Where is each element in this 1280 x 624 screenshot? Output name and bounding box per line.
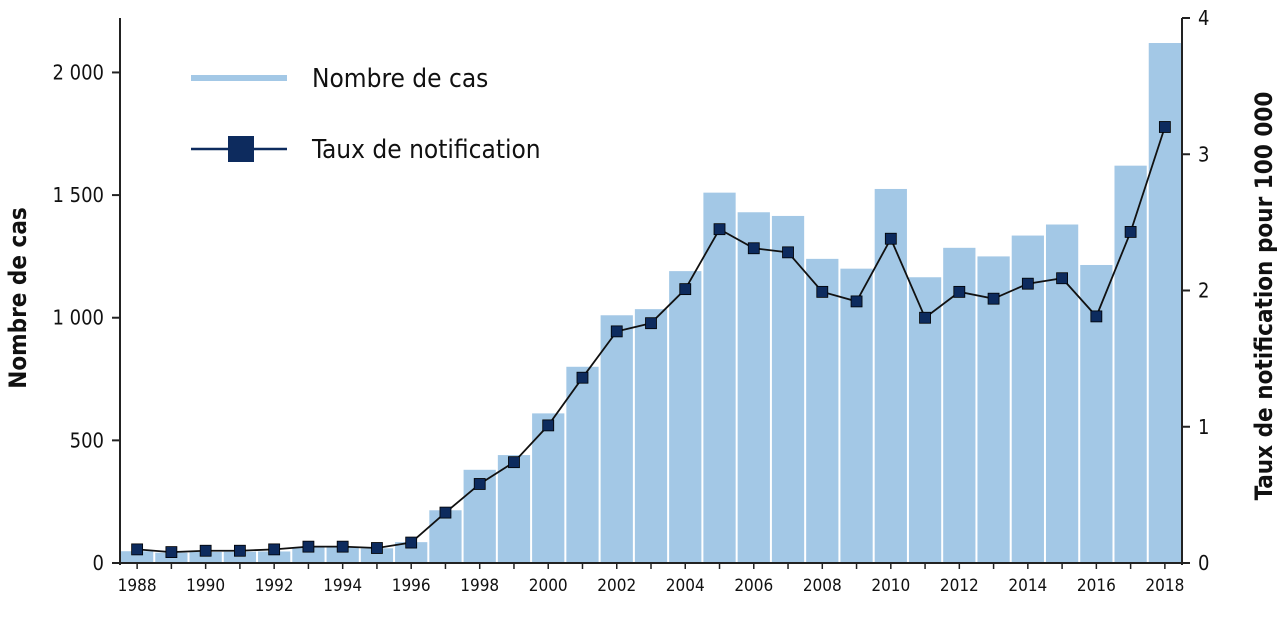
rate-point-1989: [165, 546, 178, 558]
y-tick-label-left: 500: [70, 428, 104, 452]
bar-2004: [669, 271, 702, 563]
x-tick-label: 2012: [940, 576, 979, 596]
x-tick-label: 2000: [529, 576, 568, 596]
rate-point-2012: [953, 285, 966, 298]
rate-point-1990: [199, 544, 212, 557]
x-tick-label: 1992: [255, 576, 294, 596]
bar-2013: [977, 256, 1010, 563]
rate-point-2000: [542, 419, 555, 432]
y-tick-label-left: 1 500: [53, 183, 105, 207]
bar-1992: [258, 551, 291, 563]
rate-point-2006: [747, 242, 760, 255]
bar-2007: [771, 215, 805, 563]
rate-point-1999: [508, 456, 520, 469]
rate-point-2016: [1090, 310, 1103, 323]
x-tick-label: 2004: [666, 576, 705, 596]
x-tick-label: 1996: [392, 576, 431, 596]
bar-2014: [1011, 235, 1044, 563]
x-tick-label: 2008: [803, 576, 842, 596]
rate-point-1994: [336, 540, 349, 553]
x-tick-label: 1988: [118, 576, 157, 596]
y-tick-label-right: 4: [1198, 6, 1209, 30]
rate-point-1995: [371, 542, 383, 554]
rate-point-2005: [713, 223, 726, 236]
y-tick-label-right: 1: [1198, 415, 1209, 439]
bar-1995: [360, 548, 394, 563]
x-tick-label: 1998: [460, 576, 499, 596]
x-tick-label: 2018: [1145, 576, 1184, 596]
bar-2011: [908, 277, 942, 563]
rate-point-1998: [473, 478, 486, 490]
bar-1990: [189, 551, 222, 563]
bar-2016: [1080, 264, 1113, 563]
line-series: [131, 121, 1171, 558]
bar-2003: [634, 309, 668, 563]
rate-point-2015: [1056, 272, 1068, 285]
y-tick-label-right: 0: [1198, 551, 1209, 575]
bar-1991: [223, 551, 257, 563]
bar-2002: [600, 315, 633, 563]
rate-point-1992: [268, 543, 281, 556]
rate-point-2004: [679, 283, 692, 296]
tick-labels: 0 500 1 000 1 500 2 000 0 1 2 3 4 1988 1990 1992 1994…: [53, 6, 1210, 596]
bar-2000: [532, 413, 565, 563]
y-axis-title-left: Nombre de cas: [4, 207, 32, 389]
rate-point-2018: [1158, 121, 1171, 133]
x-tick-label: 2010: [871, 576, 910, 596]
legend: Nombre de cas Taux de notification: [191, 64, 541, 165]
y-tick-label-left: 2 000: [53, 60, 105, 84]
bar-1996: [395, 542, 428, 563]
bar-1999: [497, 455, 531, 563]
x-tick-label: 2014: [1008, 576, 1047, 596]
x-tick-label: 1994: [323, 576, 362, 596]
rate-point-2009: [850, 295, 863, 308]
rate-point-2007: [782, 246, 794, 259]
rate-point-2003: [645, 317, 657, 330]
y-tick-label-right: 2: [1198, 279, 1209, 303]
legend-label-cases: Nombre de cas: [312, 64, 488, 94]
rate-point-2017: [1124, 226, 1137, 238]
bar-2008: [806, 258, 839, 563]
y-tick-label-left: 1 000: [53, 306, 105, 330]
rate-point-1996: [405, 536, 418, 549]
rate-point-1997: [439, 506, 452, 519]
bar-1993: [292, 547, 325, 563]
rate-point-1988: [131, 543, 144, 556]
bar-1988: [121, 551, 154, 563]
rate-point-2002: [610, 325, 623, 338]
rate-point-2001: [576, 371, 589, 384]
rate-point-2013: [987, 292, 1000, 305]
rate-point-2010: [884, 232, 897, 245]
axes: [112, 17, 1190, 569]
bar-2006: [737, 212, 770, 563]
x-tick-label: 2016: [1077, 576, 1116, 596]
y-axis-title-right: Taux de notification pour 100 000: [1250, 92, 1278, 501]
rate-point-2014: [1021, 277, 1034, 290]
bar-2001: [566, 366, 599, 563]
rate-point-2011: [919, 311, 931, 324]
x-tick-label: 2002: [597, 576, 636, 596]
bar-2017: [1114, 165, 1147, 563]
bar-1994: [326, 547, 359, 563]
rate-point-2008: [816, 285, 829, 298]
x-tick-label: 1990: [186, 576, 225, 596]
bar-series: [121, 43, 1181, 563]
rate-point-1993: [302, 540, 315, 553]
y-tick-label-left: 0: [93, 551, 104, 575]
bar-1997: [429, 510, 462, 563]
legend-label-rate: Taux de notification: [311, 135, 541, 165]
legend-marker-icon: [228, 136, 254, 162]
y-tick-label-right: 3: [1198, 142, 1209, 166]
bar-2005: [703, 192, 736, 563]
bar-2018: [1148, 43, 1181, 563]
bar-2009: [840, 268, 873, 563]
bar-2010: [874, 188, 907, 563]
x-tick-label: 2006: [734, 576, 773, 596]
rate-point-1991: [233, 544, 246, 557]
